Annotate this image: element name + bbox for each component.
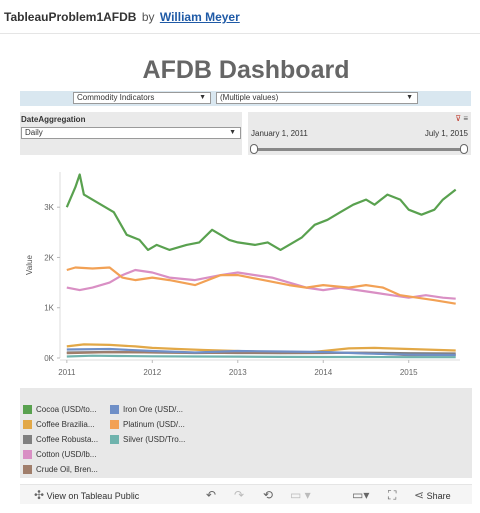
legend-swatch (23, 420, 32, 430)
tableau-public-icon: ✣ (34, 488, 45, 502)
view-on-tableau-button[interactable]: ✣ View on Tableau Public (34, 485, 139, 505)
revert-icon[interactable]: ⟲ (263, 488, 274, 502)
dashboard-title: AFDB Dashboard (142, 56, 350, 84)
y-tick-label: 2K (44, 253, 54, 262)
workbook-title-line: TableauProblem1AFDB by William Meyer (4, 10, 240, 24)
legend-swatch (23, 435, 32, 445)
legend-swatch (110, 405, 119, 415)
view-label: View on Tableau Public (46, 491, 140, 501)
legend-swatch (110, 420, 119, 430)
x-tick-label: 2011 (58, 368, 76, 377)
pause-icon[interactable]: ▭ ▾ (290, 488, 311, 502)
chevron-down-icon: ▼ (229, 129, 236, 136)
author-link[interactable]: William Meyer (159, 10, 240, 24)
y-tick-label: 0K (44, 354, 54, 363)
date-aggregation-panel: DateAggregation Daily ▼ (20, 112, 242, 155)
panel-icons: ⊽ ≡ (455, 114, 468, 123)
legend-label: Cocoa (USD/to... (36, 405, 97, 414)
indicator-value: Commodity Indicators (77, 93, 155, 102)
x-tick-label: 2012 (143, 368, 161, 377)
header-divider (0, 33, 480, 34)
line-chart: 0K 1K 2K 3K 2011 2012 2013 2014 2015 Value (25, 172, 460, 377)
legend-swatch (23, 450, 32, 460)
menu-icon[interactable]: ≡ (463, 114, 468, 123)
date-end: July 1, 2015 (424, 129, 468, 138)
legend-label: Cotton (USD/lb... (36, 450, 97, 459)
legend-label: Iron Ore (USD/... (123, 405, 184, 414)
legend-item[interactable]: Silver (USD/Tro... (110, 435, 185, 445)
by-text: by (141, 10, 155, 24)
series-line-6 (66, 266, 456, 305)
legend-item[interactable]: Cotton (USD/lb... (23, 450, 96, 460)
share-label: Share (426, 491, 451, 501)
y-axis-label: Value (25, 255, 34, 275)
date-range-panel: ⊽ ≡ January 1, 2011 July 1, 2015 (248, 112, 471, 155)
x-tick-label: 2014 (314, 368, 332, 377)
chevron-down-icon: ▼ (406, 94, 413, 101)
legend-panel: Cocoa (USD/to... Coffee Brazilia... Coffee… (20, 388, 472, 478)
legend-item[interactable]: Iron Ore (USD/... (110, 405, 183, 415)
bottom-toolbar: ✣ View on Tableau Public ↶ ↷ ⟲ ▭ ▾ ▭▾ ⛶ … (20, 484, 472, 504)
values-dropdown[interactable]: (Multiple values) ▼ (216, 92, 418, 104)
legend-label: Crude Oil, Bren... (36, 465, 98, 474)
legend-item[interactable]: Coffee Robusta... (23, 435, 98, 445)
undo-icon[interactable]: ↶ (206, 488, 217, 502)
values-value: (Multiple values) (220, 93, 279, 102)
x-tick-label: 2013 (229, 368, 247, 377)
legend-item[interactable]: Platinum (USD/... (110, 420, 185, 430)
legend-label: Silver (USD/Tro... (123, 435, 186, 444)
series-line-0 (65, 173, 457, 251)
legend-item[interactable]: Crude Oil, Bren... (23, 465, 98, 475)
legend-item[interactable]: Coffee Brazilia... (23, 420, 95, 430)
legend-item[interactable]: Cocoa (USD/to... (23, 405, 96, 415)
fullscreen-icon[interactable]: ⛶ (388, 488, 397, 502)
x-tick-label: 2015 (400, 368, 418, 377)
workbook-name: TableauProblem1AFDB (4, 10, 137, 24)
y-tick-label: 1K (44, 304, 54, 313)
legend-label: Coffee Robusta... (36, 435, 99, 444)
download-icon[interactable]: ▭▾ (352, 488, 370, 502)
clear-filter-icon[interactable]: ⊽ (455, 114, 462, 123)
aggregation-label: DateAggregation (21, 115, 86, 124)
y-tick-label: 3K (44, 203, 54, 212)
share-icon: ⋖ (414, 488, 425, 502)
series-line-5 (66, 347, 456, 357)
date-start: January 1, 2011 (251, 129, 308, 138)
redo-icon[interactable]: ↷ (234, 488, 245, 502)
share-button[interactable]: ⋖ Share (414, 485, 451, 505)
series-line-7 (66, 354, 456, 359)
indicator-dropdown[interactable]: Commodity Indicators ▼ (73, 92, 211, 104)
legend-label: Coffee Brazilia... (36, 420, 95, 429)
filter-bar: Commodity Indicators ▼ (Multiple values)… (20, 91, 471, 106)
legend-swatch (23, 465, 32, 475)
chevron-down-icon: ▼ (199, 94, 206, 101)
date-slider-track[interactable] (254, 148, 464, 151)
date-slider-start-handle[interactable] (250, 144, 258, 154)
legend-swatch (110, 435, 119, 445)
legend-swatch (23, 405, 32, 415)
legend-label: Platinum (USD/... (123, 420, 185, 429)
aggregation-value: Daily (25, 128, 43, 137)
aggregation-dropdown[interactable]: Daily ▼ (21, 127, 241, 139)
date-slider-end-handle[interactable] (460, 144, 468, 154)
